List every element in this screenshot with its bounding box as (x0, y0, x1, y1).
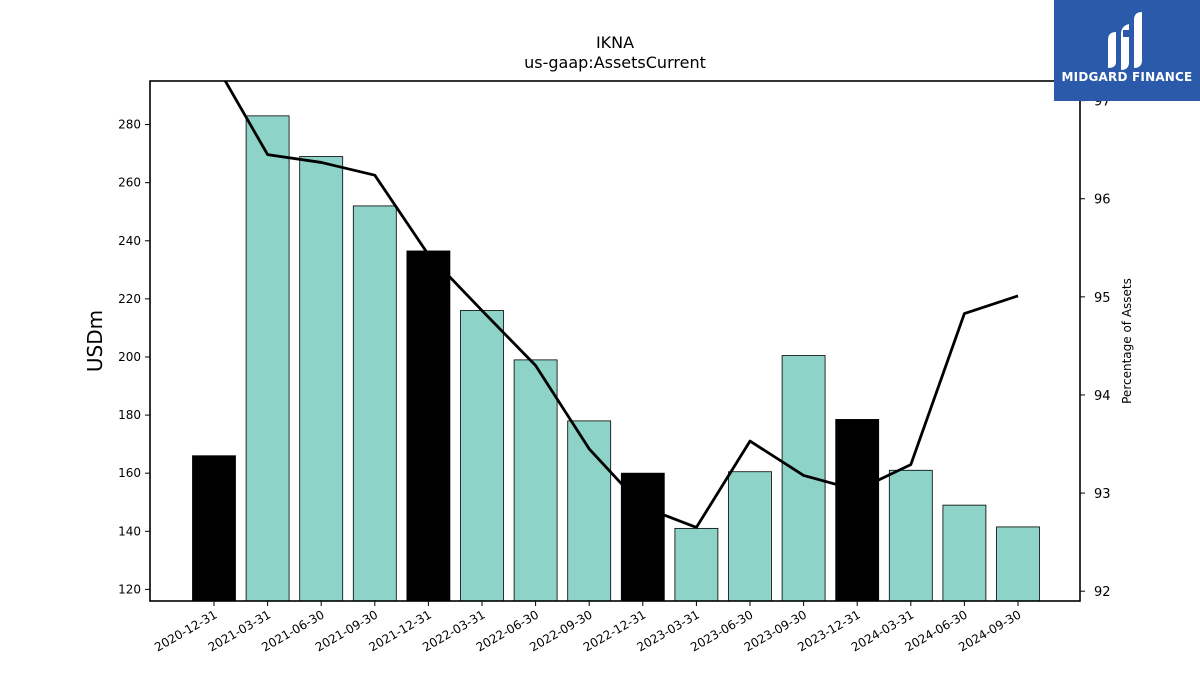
line-layer (223, 81, 1019, 529)
bar-2024-03-31 (888, 469, 933, 602)
bar-2022-03-31 (460, 310, 504, 602)
line-series-percentage-of-assets (223, 81, 1019, 529)
bar-2020-12-31 (192, 455, 236, 602)
y-axis-label-left: USDm (83, 310, 107, 372)
y-tick-label-left-120: 120 (118, 582, 141, 596)
y-tick-label-left-280: 280 (118, 118, 141, 132)
bar-2022-06-30 (513, 359, 558, 602)
bar-2023-06-30 (728, 471, 772, 602)
bars-layer (192, 115, 1040, 602)
bar-2021-09-30 (352, 205, 397, 602)
bar-2021-12-31 (406, 250, 451, 602)
y-tick-label-right-96: 96 (1094, 193, 1111, 208)
logo-mark-icon (1108, 12, 1142, 70)
bar-2024-09-30 (996, 526, 1040, 602)
y-tick-label-left-140: 140 (118, 524, 141, 538)
plot-frame (149, 80, 1081, 602)
bar-2023-03-31 (674, 527, 719, 602)
bar-2023-12-31 (835, 419, 880, 602)
y-tick-label-left-220: 220 (118, 292, 141, 306)
y-tick-label-left-200: 200 (118, 350, 141, 364)
bar-2021-06-30 (299, 156, 344, 602)
bar-2024-06-30 (942, 504, 987, 602)
bar-2022-12-31 (620, 472, 665, 602)
y-tick-label-left-180: 180 (118, 408, 141, 422)
bar-2021-03-31 (245, 115, 290, 602)
y-tick-label-right-95: 95 (1094, 291, 1111, 306)
y-tick-label-right-94: 94 (1094, 389, 1111, 404)
y-axis-label-right: Percentage of Assets (1120, 278, 1134, 404)
y-tick-label-left-240: 240 (118, 234, 141, 248)
y-tick-label-right-93: 93 (1094, 487, 1111, 502)
chart-title: IKNA (596, 33, 634, 52)
brand-logo: MIDGARD FINANCE (1054, 0, 1200, 101)
y-tick-label-right-92: 92 (1094, 585, 1111, 600)
y-tick-label-left-260: 260 (118, 176, 141, 190)
y-tick-label-left-160: 160 (118, 466, 141, 480)
chart-subtitle: us-gaap:AssetsCurrent (524, 53, 706, 72)
logo-text: MIDGARD FINANCE (1061, 70, 1193, 84)
